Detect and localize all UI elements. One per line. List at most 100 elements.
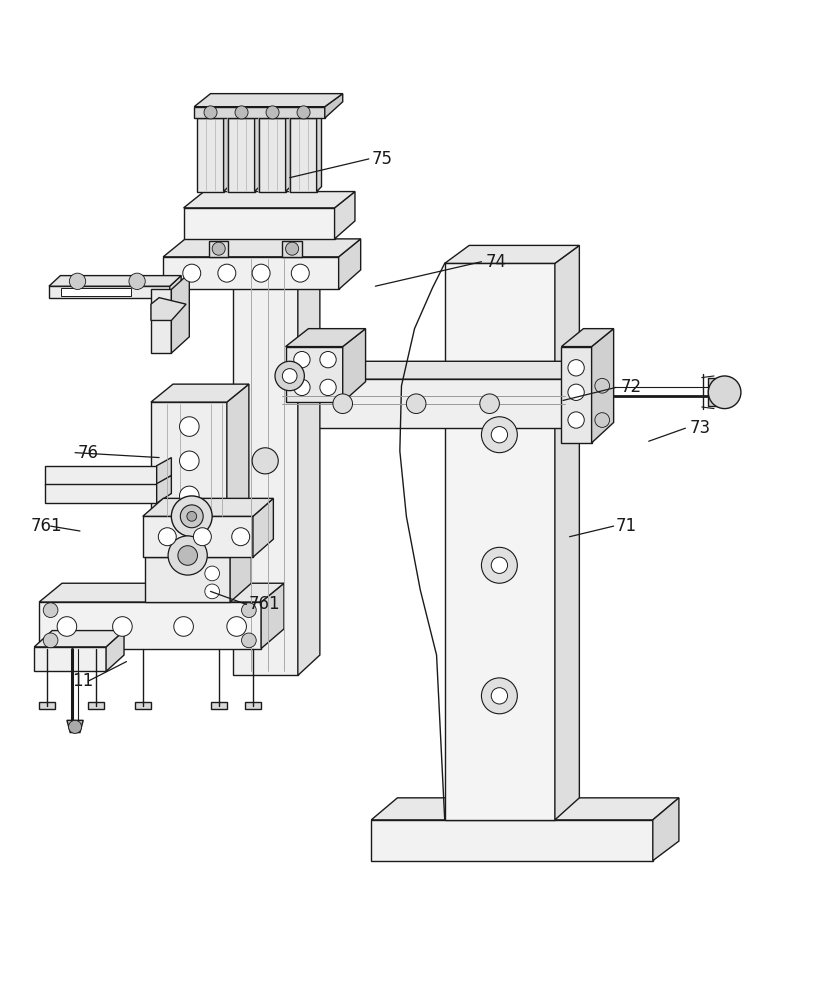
Polygon shape xyxy=(286,347,343,402)
Circle shape xyxy=(187,511,197,521)
Polygon shape xyxy=(445,245,579,263)
Circle shape xyxy=(227,617,246,636)
Circle shape xyxy=(168,536,207,575)
Circle shape xyxy=(242,603,256,618)
Polygon shape xyxy=(194,107,325,118)
Circle shape xyxy=(232,528,250,546)
Circle shape xyxy=(205,566,220,581)
Polygon shape xyxy=(259,118,286,192)
Circle shape xyxy=(129,273,145,289)
Circle shape xyxy=(193,528,211,546)
Circle shape xyxy=(481,547,517,583)
Circle shape xyxy=(294,351,310,368)
Circle shape xyxy=(180,417,199,436)
Circle shape xyxy=(480,394,499,414)
Polygon shape xyxy=(151,289,171,353)
Polygon shape xyxy=(371,820,653,861)
Polygon shape xyxy=(49,286,170,298)
Polygon shape xyxy=(325,94,343,118)
Circle shape xyxy=(595,378,610,393)
Polygon shape xyxy=(34,631,124,647)
Circle shape xyxy=(205,584,220,599)
Circle shape xyxy=(183,264,201,282)
Polygon shape xyxy=(298,239,320,675)
Circle shape xyxy=(266,106,279,119)
Polygon shape xyxy=(708,378,720,406)
Circle shape xyxy=(297,106,310,119)
Text: 76: 76 xyxy=(78,444,99,462)
Polygon shape xyxy=(255,115,259,192)
Polygon shape xyxy=(286,115,290,192)
Polygon shape xyxy=(209,241,228,257)
Circle shape xyxy=(171,496,212,537)
Circle shape xyxy=(235,106,248,119)
Polygon shape xyxy=(157,476,171,503)
Circle shape xyxy=(180,486,199,506)
Polygon shape xyxy=(39,602,261,649)
Polygon shape xyxy=(45,484,157,503)
Polygon shape xyxy=(184,192,355,208)
Polygon shape xyxy=(170,276,181,298)
Polygon shape xyxy=(157,458,171,485)
Polygon shape xyxy=(184,208,335,239)
Polygon shape xyxy=(151,402,227,518)
Polygon shape xyxy=(339,239,361,289)
Text: 73: 73 xyxy=(690,419,711,437)
Polygon shape xyxy=(561,347,592,443)
Polygon shape xyxy=(282,241,302,257)
Polygon shape xyxy=(653,798,679,861)
Polygon shape xyxy=(49,276,181,286)
Text: 71: 71 xyxy=(616,517,637,535)
Circle shape xyxy=(481,678,517,714)
Polygon shape xyxy=(45,466,157,485)
Polygon shape xyxy=(233,239,320,257)
Circle shape xyxy=(242,633,256,648)
Circle shape xyxy=(43,603,58,618)
Polygon shape xyxy=(290,118,317,192)
Circle shape xyxy=(320,351,336,368)
Polygon shape xyxy=(39,702,55,709)
Circle shape xyxy=(491,688,508,704)
Polygon shape xyxy=(163,257,339,289)
Circle shape xyxy=(275,361,304,391)
Circle shape xyxy=(178,546,197,565)
Text: 75: 75 xyxy=(371,150,392,168)
Polygon shape xyxy=(67,720,83,733)
Circle shape xyxy=(320,379,336,396)
Polygon shape xyxy=(143,516,253,557)
Polygon shape xyxy=(261,583,284,649)
Circle shape xyxy=(568,384,584,400)
Polygon shape xyxy=(143,498,273,516)
Circle shape xyxy=(158,528,176,546)
Circle shape xyxy=(291,264,309,282)
Polygon shape xyxy=(61,288,131,296)
Polygon shape xyxy=(286,329,366,347)
Circle shape xyxy=(286,242,299,255)
Text: 761: 761 xyxy=(31,517,63,535)
Polygon shape xyxy=(151,384,249,402)
Polygon shape xyxy=(282,379,565,428)
Polygon shape xyxy=(197,118,224,192)
Polygon shape xyxy=(88,702,104,709)
Circle shape xyxy=(252,264,270,282)
Polygon shape xyxy=(151,298,186,320)
Polygon shape xyxy=(561,329,614,347)
Circle shape xyxy=(43,633,58,648)
Polygon shape xyxy=(555,245,579,820)
Circle shape xyxy=(218,264,236,282)
Circle shape xyxy=(252,448,278,474)
Polygon shape xyxy=(39,583,284,602)
Circle shape xyxy=(180,451,199,471)
Polygon shape xyxy=(230,539,251,602)
Circle shape xyxy=(708,376,741,409)
Polygon shape xyxy=(194,94,343,107)
Polygon shape xyxy=(34,647,106,671)
Circle shape xyxy=(113,617,132,636)
Polygon shape xyxy=(145,557,230,602)
Text: 72: 72 xyxy=(620,378,641,396)
Polygon shape xyxy=(171,273,189,353)
Text: 761: 761 xyxy=(249,595,281,613)
Polygon shape xyxy=(282,361,586,379)
Polygon shape xyxy=(445,263,555,820)
Text: 74: 74 xyxy=(486,253,507,271)
